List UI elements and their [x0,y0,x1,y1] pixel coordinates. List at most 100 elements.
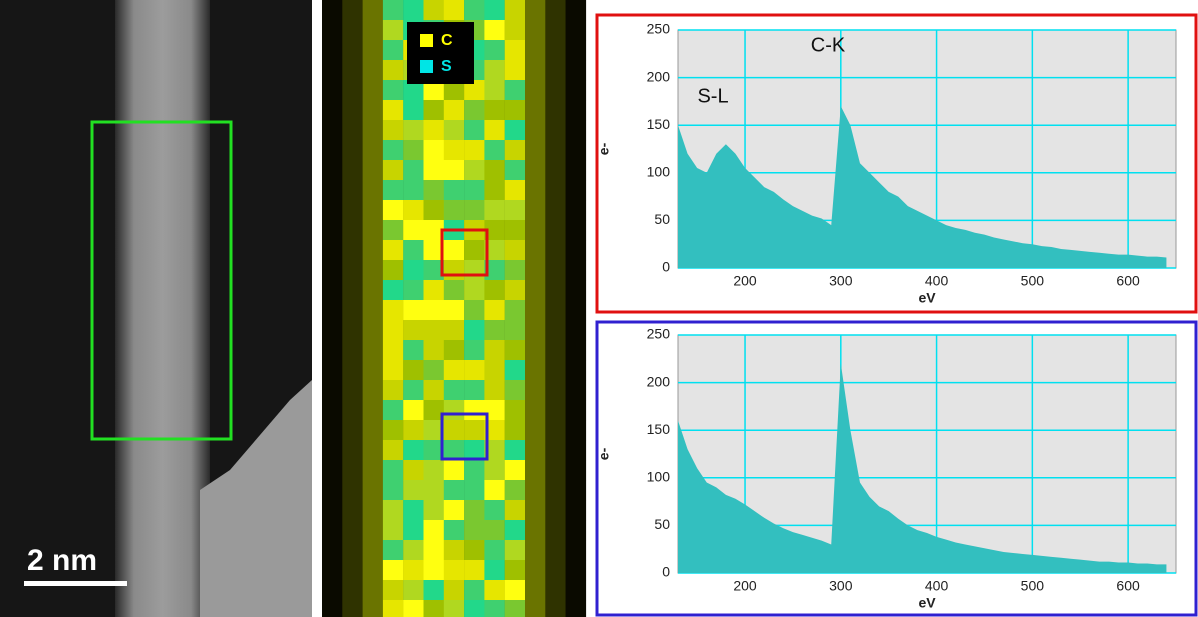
map-pixel [464,380,485,401]
spectrum-chart: 0 50 100 150 200 250 200 300 400 500 600 eV e- [596,326,1177,611]
eels-map [322,0,587,617]
map-pixel [342,580,363,601]
map-pixel [403,220,424,241]
map-pixel [382,500,404,521]
map-pixel [382,320,404,341]
map-pixel [464,120,485,141]
legend-label: S [441,58,452,75]
map-pixel [423,400,444,421]
map-pixel [484,40,505,61]
map-pixel [362,40,384,61]
map-pixel [565,60,587,81]
map-pixel [322,120,343,141]
x-axis-label: eV [918,595,936,611]
map-pixel [362,140,384,161]
map-pixel [545,500,566,521]
map-pixel [362,300,384,321]
map-pixel [565,580,587,601]
map-pixel [504,220,526,241]
map-pixel [565,160,587,181]
map-pixel [545,520,566,541]
map-pixel [342,120,363,141]
map-pixel [443,600,465,617]
map-pixel [403,300,424,321]
map-pixel [484,580,505,601]
map-pixel [423,440,444,461]
map-pixel [342,220,363,241]
map-pixel [342,480,363,501]
map-pixel [403,600,424,617]
map-pixel [545,440,566,461]
map-pixel [403,100,424,121]
map-pixel [362,320,384,341]
map-pixel [484,120,505,141]
map-pixel [322,320,343,341]
map-pixel [322,160,343,181]
map-pixel [525,480,546,501]
map-pixel [423,480,444,501]
map-pixel [362,220,384,241]
map-pixel [403,280,424,301]
map-pixel [525,0,546,21]
map-pixel [342,260,363,281]
map-pixel [362,600,384,617]
map-pixel [525,460,546,481]
map-pixel [504,500,526,521]
map-pixel [403,180,424,201]
map-pixel [484,340,505,361]
map-pixel [484,100,505,121]
map-pixel [565,360,587,381]
map-pixel [382,600,404,617]
map-pixel [525,360,546,381]
map-pixel [565,560,587,581]
map-pixel [484,600,505,617]
map-pixel [423,260,444,281]
map-pixel [362,180,384,201]
map-pixel [382,520,404,541]
map-pixel [464,200,485,221]
map-pixel [464,80,485,101]
map-pixel [342,200,363,221]
map-pixel [322,420,343,441]
map-pixel [403,360,424,381]
map-pixel [443,140,465,161]
map-pixel [525,20,546,41]
map-pixel [362,100,384,121]
map-pixel [565,440,587,461]
map-pixel [382,540,404,561]
map-pixel [443,440,465,461]
nanotube-band [115,0,210,617]
map-pixel [525,320,546,341]
map-pixel [423,200,444,221]
map-pixel [403,260,424,281]
map-pixel [525,580,546,601]
map-pixel [464,500,485,521]
map-pixel [382,280,404,301]
map-pixel [565,480,587,501]
map-pixel [484,240,505,261]
map-pixel [464,420,485,441]
scale-bar-label: 2 nm [27,544,97,577]
map-pixel [464,580,485,601]
map-pixel [362,540,384,561]
map-pixel [464,460,485,481]
map-pixel [322,580,343,601]
map-pixel [565,420,587,441]
map-pixel [342,60,363,81]
map-pixel [545,260,566,281]
map-pixel [464,360,485,381]
map-pixel [545,20,566,41]
map-pixel [342,460,363,481]
map-pixel [525,200,546,221]
map-pixel [382,260,404,281]
map-pixel [322,20,343,41]
map-pixel [565,460,587,481]
map-pixel [322,80,343,101]
map-pixel [342,40,363,61]
map-pixel [484,20,505,41]
map-pixel [423,560,444,581]
map-pixel [545,420,566,441]
map-pixel [322,520,343,541]
map-pixel [525,420,546,441]
map-pixel [362,280,384,301]
